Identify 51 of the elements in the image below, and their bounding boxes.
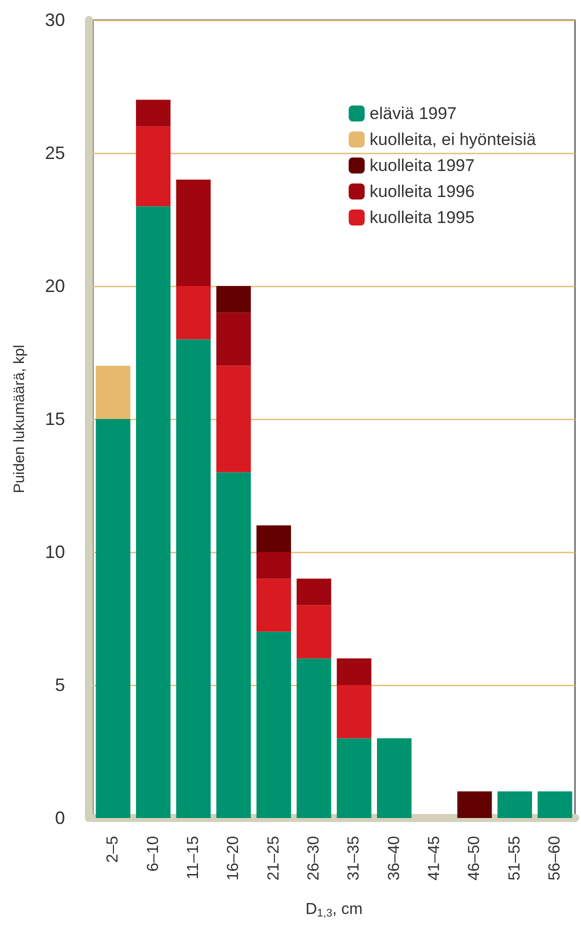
legend-label: kuolleita, ei hyönteisiä: [370, 130, 537, 149]
y-tick-label: 20: [44, 276, 65, 296]
bar: [538, 791, 572, 818]
bar: [176, 286, 211, 340]
bar: [256, 578, 292, 632]
x-tick-label: 6–10: [144, 836, 162, 872]
bar: [497, 791, 532, 818]
legend-label: kuolleita 1995: [370, 208, 475, 227]
bar: [136, 100, 171, 126]
bar: [136, 206, 171, 818]
y-tick-label: 10: [44, 542, 65, 562]
x-tick-label: 56–60: [546, 836, 564, 880]
x-tick-label: 11–15: [184, 836, 202, 880]
bar: [176, 180, 211, 286]
bar: [336, 685, 372, 738]
bar: [336, 658, 372, 685]
bar: [96, 419, 130, 818]
bar: [216, 312, 251, 366]
bar: [216, 366, 251, 472]
y-tick-label: 5: [54, 675, 65, 695]
bar: [256, 552, 292, 579]
x-tick-label: 31–35: [346, 836, 363, 880]
y-tick-label: 30: [44, 10, 65, 30]
x-tick-label: 36–40: [386, 836, 403, 880]
legend-label: eläviä 1997: [370, 104, 457, 123]
x-tick-label: 21–25: [265, 836, 282, 880]
bar: [136, 126, 171, 206]
bar: [457, 791, 492, 818]
bar: [256, 632, 292, 818]
bar: [336, 738, 372, 818]
bar: [256, 525, 292, 552]
bar: [216, 472, 251, 818]
bar: [296, 658, 332, 818]
x-tick-label: 46–50: [466, 836, 484, 880]
bar: [176, 339, 211, 818]
bar: [216, 286, 251, 313]
legend-label: kuolleita 1997: [370, 156, 475, 175]
bar: [376, 738, 412, 818]
y-tick-label: 15: [44, 409, 65, 429]
bar: [96, 366, 130, 419]
y-tick-label: 25: [44, 143, 65, 163]
y-tick-label: 0: [54, 808, 65, 828]
y-axis-title: Puiden lukumäärä, kpl: [11, 344, 28, 494]
x-tick-label: 2–5: [104, 836, 122, 863]
bar: [296, 578, 332, 606]
x-tick-label: 26–30: [305, 836, 322, 880]
bar: [296, 605, 332, 658]
x-tick-label: 51–55: [506, 836, 524, 880]
legend-label: kuolleita 1996: [370, 182, 475, 201]
x-tick-label: 16–20: [225, 836, 242, 880]
x-tick-label: 41–45: [426, 836, 443, 880]
